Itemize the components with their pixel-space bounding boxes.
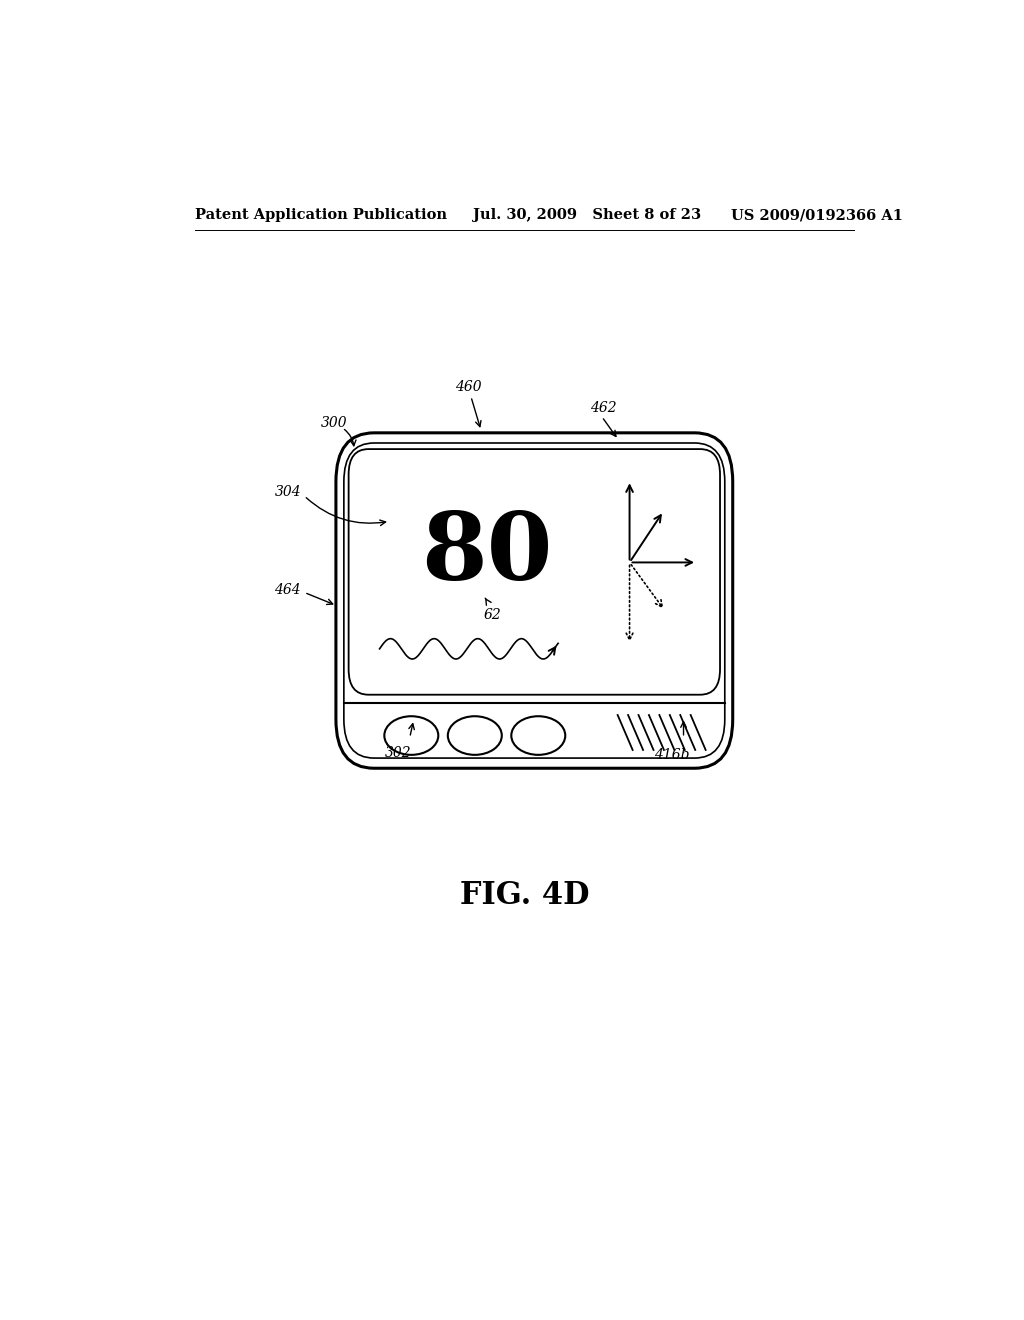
Text: 460: 460 [455, 380, 481, 395]
Text: 300: 300 [321, 416, 347, 430]
Text: 416b: 416b [654, 748, 689, 762]
Text: 464: 464 [274, 583, 301, 598]
Text: Jul. 30, 2009   Sheet 8 of 23: Jul. 30, 2009 Sheet 8 of 23 [473, 209, 701, 222]
Ellipse shape [384, 717, 438, 755]
Text: Patent Application Publication: Patent Application Publication [196, 209, 447, 222]
Text: FIG. 4D: FIG. 4D [460, 880, 590, 911]
Text: 304: 304 [274, 484, 301, 499]
Ellipse shape [447, 717, 502, 755]
Ellipse shape [511, 717, 565, 755]
FancyBboxPatch shape [336, 433, 733, 768]
FancyBboxPatch shape [348, 449, 720, 694]
Text: 462: 462 [590, 400, 616, 414]
Text: US 2009/0192366 A1: US 2009/0192366 A1 [731, 209, 903, 222]
Text: 302: 302 [384, 746, 412, 760]
FancyBboxPatch shape [344, 444, 725, 758]
Text: 62: 62 [483, 607, 502, 622]
Text: 80: 80 [421, 510, 552, 599]
